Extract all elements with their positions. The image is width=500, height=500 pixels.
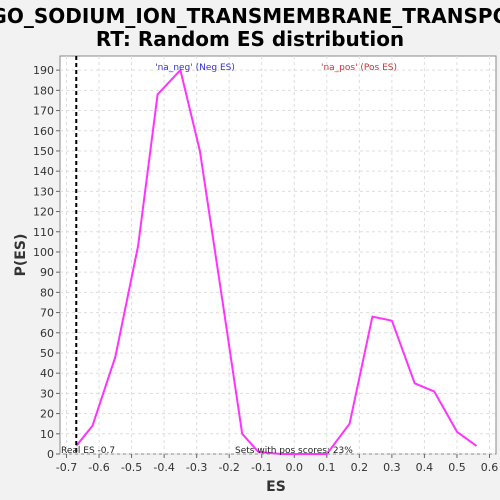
x-tick-label: -0.4 (153, 461, 174, 474)
y-tick-label: 60 (40, 327, 54, 340)
y-tick-label: 10 (40, 428, 54, 441)
y-tick-label: 80 (40, 286, 54, 299)
x-tick-label: -0.1 (251, 461, 272, 474)
x-tick-label: -0.5 (121, 461, 142, 474)
series-layer (75, 69, 478, 455)
y-tick-label: 30 (40, 387, 54, 400)
x-axis-title: ES (266, 479, 286, 495)
chart-title-line-2: RT: Random ES distribution (96, 27, 404, 51)
y-tick-label: 180 (33, 84, 54, 97)
x-tick-label: 0.0 (286, 461, 304, 474)
x-tick-label: 0.6 (481, 461, 499, 474)
y-tick-label: 140 (33, 165, 54, 178)
plot-area (59, 55, 497, 455)
legend-pos-label: 'na_pos' (Pos ES) (321, 63, 397, 73)
x-tick-label: -0.7 (56, 461, 77, 474)
x-tick-label: -0.2 (218, 461, 239, 474)
y-tick-label: 90 (40, 266, 54, 279)
y-tick-label: 110 (33, 226, 54, 239)
y-tick-label: 20 (40, 408, 54, 421)
y-tick-label: 100 (33, 246, 54, 259)
legend-neg-label: 'na_neg' (Neg ES) (155, 63, 235, 73)
x-tick-label: -0.6 (88, 461, 109, 474)
pos-scores-annotation: Sets with pos scores: 23% (235, 446, 353, 456)
y-tick-label: 150 (33, 145, 54, 158)
y-tick-label: 120 (33, 206, 54, 219)
y-tick-label: 130 (33, 185, 54, 198)
y-tick-label: 70 (40, 307, 54, 320)
series-line-random-es (75, 69, 478, 455)
y-axis-title: P(ES) (13, 234, 29, 277)
x-tick-label: -0.3 (186, 461, 207, 474)
x-tick-label: 0.3 (383, 461, 401, 474)
y-tick-label: 190 (33, 64, 54, 77)
x-tick-label: 0.1 (318, 461, 336, 474)
real-es-annotation: Real ES -0.7 (61, 446, 115, 456)
chart-title-line-1: GO_SODIUM_ION_TRANSMEMBRANE_TRANSPO (0, 4, 500, 28)
y-tick-label: 40 (40, 367, 54, 380)
y-tick-label: 50 (40, 347, 54, 360)
y-tick-label: 160 (33, 125, 54, 138)
axis-ticks: -0.7 -0.6 -0.5 -0.4 -0.3 -0.2 -0.1 0.0 0.1 0.2 0.3… (33, 64, 498, 474)
y-tick-label: 0 (47, 448, 54, 461)
x-tick-label: 0.4 (416, 461, 434, 474)
x-tick-label: 0.5 (448, 461, 466, 474)
x-tick-label: 0.2 (351, 461, 369, 474)
y-tick-label: 170 (33, 105, 54, 118)
